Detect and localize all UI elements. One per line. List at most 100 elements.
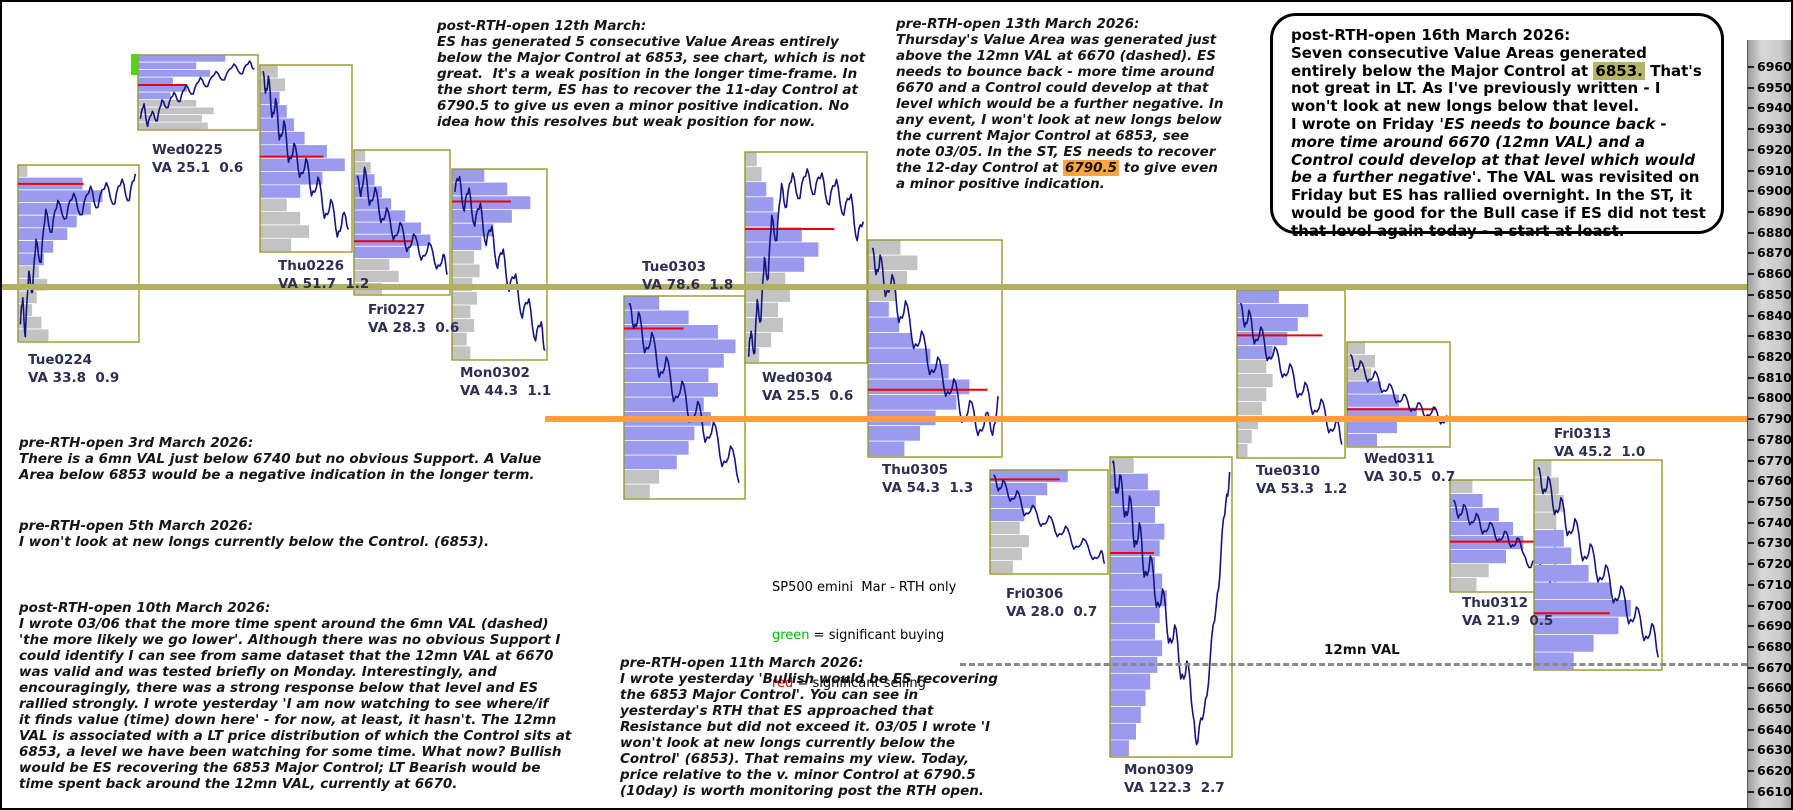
- axis-price-label: 6830.0: [1757, 328, 1792, 344]
- annotation-line: needs to bounce back - more time around: [896, 64, 1224, 80]
- annotation-text: be a further negative: [1291, 168, 1472, 187]
- day-label-Wed0225: Wed0225 VA 25.1 0.6: [152, 142, 243, 177]
- day-name: Tue0310: [1256, 463, 1321, 479]
- day-label-Thu0305: Thu0305 VA 54.3 1.3: [882, 462, 973, 497]
- annotation-text: pre-RTH-open 11th March 2026:: [620, 655, 864, 671]
- annotation-line: entirely below the Major Control at 6853…: [1291, 61, 1703, 81]
- legend-red-swatch: red: [772, 676, 794, 691]
- day-value-area: VA 44.3 1.1: [460, 382, 552, 399]
- day-value-area: VA 28.3 0.6: [368, 319, 460, 336]
- volume-bin: [452, 182, 508, 196]
- minor-control-line: [545, 416, 1747, 422]
- volume-bin: [138, 55, 226, 62]
- volume-bin: [745, 182, 767, 197]
- annotation-line: Control' (6853). That remains my view. T…: [620, 751, 998, 767]
- axis-price-label: 6610.0: [1757, 783, 1792, 799]
- annotation-line: 6790.5 to give us even a minor positive …: [437, 98, 865, 114]
- annotation-text: won't look at new longs currently below …: [620, 735, 956, 751]
- axis-price-label: 6820.0: [1757, 348, 1792, 364]
- day-profile-Fri0306: [989, 469, 1109, 575]
- volume-bin: [1347, 420, 1397, 434]
- axis-tick: [1748, 107, 1754, 110]
- axis-price-label: 6700.0: [1757, 597, 1792, 613]
- axis-tick: [1748, 293, 1754, 296]
- day-box-outline: [17, 164, 140, 343]
- volume-bin: [990, 548, 1022, 561]
- annotation-text: pre-RTH-open 5th March 2026:: [19, 518, 254, 534]
- axis-tick: [1748, 563, 1754, 565]
- annotation-text: entirely below the Major Control at: [1291, 61, 1594, 80]
- day-box-outline: [1533, 459, 1663, 671]
- volume-bin: [990, 561, 1013, 574]
- price-trace: [19, 173, 137, 338]
- volume-bin: [1534, 565, 1589, 582]
- legend-buying-text: = significant buying: [809, 628, 945, 643]
- day-name: Tue0224: [28, 352, 93, 368]
- axis-tick: [1748, 790, 1754, 793]
- axis-tick: [1748, 376, 1754, 379]
- volume-bin: [1534, 635, 1594, 652]
- volume-bin: [868, 317, 900, 333]
- twelve-month-val-line-label: 12mn VAL: [1324, 642, 1400, 658]
- volume-bin: [1237, 402, 1263, 416]
- volume-bin: [1450, 494, 1483, 508]
- axis-price-label: 6630.0: [1757, 742, 1792, 758]
- axis-tick: [1748, 190, 1754, 193]
- annotation-line: rallied strongly. I wrote yesterday 'I a…: [19, 696, 571, 712]
- annotation-text: needs to bounce back - more time around: [896, 64, 1215, 80]
- axis-price-label: 6710.0: [1757, 576, 1792, 592]
- annotation-text: Seven consecutive Value Areas generated: [1291, 43, 1647, 62]
- price-axis: 6960.0 6950.0 6940.0 6930.0 6920.0 6910.0 6900…: [1747, 40, 1792, 808]
- annotation-text: price relative to the v. minor Control a…: [620, 767, 976, 783]
- annotation-text: Friday but ES has rallied overnight. In …: [1291, 186, 1693, 205]
- volume-bin: [990, 509, 1025, 522]
- annotation-line: below the Major Control at 6853, see cha…: [437, 50, 865, 66]
- annotation-text: post-RTH-open 16th March 2026:: [1291, 26, 1571, 44]
- volume-bin: [1534, 495, 1564, 512]
- axis-price-label: 6810.0: [1757, 369, 1792, 385]
- volume-bin: [1534, 460, 1552, 477]
- day-value-area: VA 78.6 1.8: [642, 276, 734, 293]
- volume-bin: [260, 158, 345, 172]
- volume-bin: [1450, 536, 1524, 550]
- volume-bin: [1237, 304, 1309, 318]
- volume-bin: [1110, 623, 1155, 640]
- annotation-16th-march-note-box: post-RTH-open 16th March 2026: Seven cons…: [1270, 13, 1724, 240]
- price-trace: [1111, 460, 1231, 746]
- annotation-line: (10day) is worth monitoring post the RTH…: [620, 783, 998, 799]
- annotation-text: I wrote on Friday ': [1291, 114, 1444, 133]
- annotation-line: I wrote 03/06 that the more time spent a…: [19, 616, 571, 632]
- volume-bin: [138, 100, 197, 107]
- annotation-text: Resistance but did not exceed it. 03/05 …: [620, 719, 990, 735]
- volume-bin: [1450, 480, 1473, 494]
- axis-price-label: 6740.0: [1757, 514, 1792, 530]
- axis-tick: [1748, 86, 1754, 89]
- price-trace: [139, 60, 255, 128]
- day-label-Thu0312: Thu0312 VA 21.9 0.5: [1462, 595, 1553, 630]
- axis-price-label: 6670.0: [1757, 659, 1792, 675]
- annotation-text: won't look at new longs below that level…: [1291, 97, 1640, 116]
- twelve-month-val-line: [960, 663, 1747, 666]
- day-label-Wed0311: Wed0311 VA 30.5 0.7: [1364, 451, 1455, 486]
- axis-price-label: 6800.0: [1757, 390, 1792, 406]
- axis-price-label: 6860.0: [1757, 266, 1792, 282]
- major-control-line: [2, 284, 1747, 290]
- volume-bin: [1237, 374, 1273, 388]
- annotation-text: 6790.5 to give us even a minor positive …: [437, 98, 850, 114]
- annotation-text: was valid and was tested briefly on Mond…: [19, 664, 497, 680]
- annotation-text: great. It's a weak position in the longe…: [437, 66, 858, 82]
- volume-bin: [1110, 723, 1136, 740]
- volume-bin: [260, 131, 305, 145]
- annotation-line: idea how this resolves but weak position…: [437, 114, 865, 130]
- volume-bin: [452, 264, 480, 278]
- volume-bin: [1110, 457, 1134, 473]
- annotation-12th-march: post-RTH-open 12th March: ES has generate…: [437, 18, 865, 130]
- annotation-line: post-RTH-open 10th March 2026:: [19, 600, 571, 616]
- day-box-outline: [1346, 341, 1451, 448]
- axis-tick: [1748, 728, 1754, 731]
- volume-bin: [624, 470, 660, 484]
- volume-bin: [1110, 590, 1167, 607]
- axis-tick: [1748, 169, 1754, 172]
- annotation-text: Thursday's Value Area was generated just: [896, 32, 1217, 48]
